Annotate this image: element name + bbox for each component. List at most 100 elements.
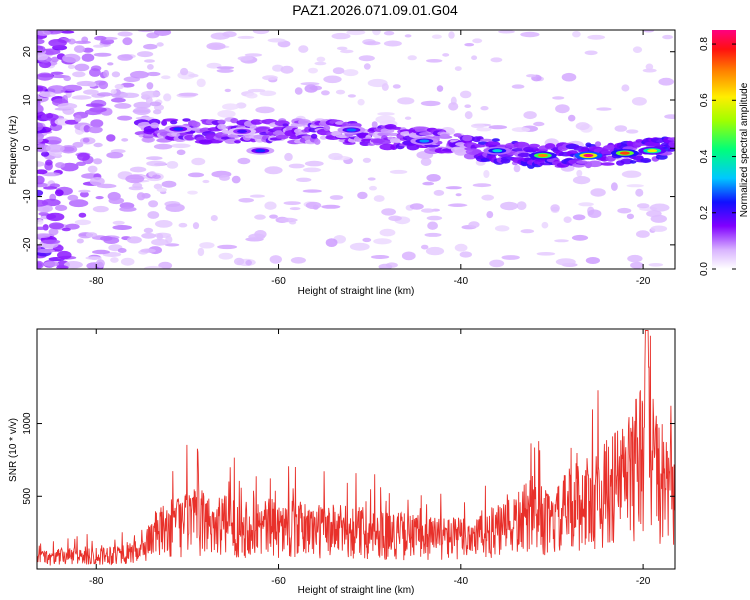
noise-blob: [237, 157, 251, 165]
noise-blob: [303, 167, 321, 173]
noise-blob: [269, 255, 282, 264]
noise-blob: [369, 185, 377, 191]
spectrogram-x-label: Height of straight line (km): [298, 286, 415, 297]
noise-blob: [278, 217, 298, 223]
noise-blob: [288, 163, 305, 169]
ridge-blob: [419, 132, 433, 136]
noise-blob: [117, 248, 127, 253]
noise-blob: [498, 30, 515, 34]
noise-blob: [103, 69, 110, 78]
heatmap-background: [37, 30, 675, 269]
noise-blob: [110, 257, 119, 263]
noise-blob: [121, 138, 129, 142]
noise-blob: [630, 261, 644, 269]
noise-blob: [626, 184, 644, 188]
noise-blob: [264, 201, 277, 210]
ridge-blob: [217, 119, 226, 125]
ridge-blob: [191, 121, 201, 128]
noise-blob: [420, 157, 432, 166]
noise-blob: [381, 83, 389, 91]
noise-blob: [572, 214, 586, 221]
hotspot-core: [255, 149, 266, 153]
ridge-blob: [620, 158, 634, 165]
noise-blob: [513, 164, 521, 173]
noise-blob: [300, 82, 320, 86]
noise-blob: [404, 116, 412, 120]
hotspot-core: [647, 149, 658, 153]
hotspot-core: [346, 128, 357, 132]
noise-blob: [188, 73, 199, 78]
ridge-blob: [217, 123, 227, 130]
noise-blob: [37, 86, 44, 92]
noise-blob: [77, 152, 90, 161]
ridge-blob: [491, 138, 500, 142]
noise-blob: [290, 257, 306, 264]
noise-blob: [120, 92, 140, 99]
noise-blob: [60, 30, 75, 34]
ridge-blob: [544, 143, 556, 150]
noise-blob: [632, 46, 643, 53]
noise-blob: [572, 176, 591, 185]
ridge-blob: [234, 140, 241, 144]
noise-blob: [92, 249, 110, 255]
noise-blob: [392, 84, 401, 89]
noise-blob: [471, 55, 478, 60]
noise-blob: [197, 247, 205, 257]
noise-blob: [294, 87, 303, 95]
noise-blob: [187, 190, 198, 195]
noise-blob: [255, 106, 275, 114]
noise-blob: [381, 208, 396, 216]
ridge-blob: [141, 136, 155, 143]
noise-blob: [481, 194, 495, 201]
noise-blob: [90, 119, 104, 128]
noise-blob: [631, 97, 647, 106]
x-tick-label: -20: [636, 276, 651, 287]
noise-blob: [112, 225, 132, 230]
noise-blob: [43, 186, 58, 190]
noise-blob: [252, 30, 270, 35]
noise-blob: [89, 177, 105, 186]
noise-blob: [41, 151, 50, 157]
noise-blob: [433, 189, 445, 196]
noise-blob: [164, 243, 180, 247]
noise-blob: [108, 197, 125, 205]
noise-blob: [192, 222, 200, 230]
noise-blob: [237, 56, 254, 61]
noise-blob: [37, 104, 44, 113]
noise-blob: [216, 68, 234, 73]
noise-blob: [137, 30, 154, 33]
noise-blob: [163, 93, 172, 102]
noise-blob: [262, 75, 278, 81]
noise-blob: [323, 75, 342, 84]
noise-blob: [635, 188, 644, 197]
noise-blob: [472, 38, 483, 44]
noise-blob: [55, 162, 66, 169]
ridge-blob: [230, 118, 239, 124]
noise-blob: [536, 252, 556, 256]
noise-blob: [501, 255, 520, 260]
noise-blob: [464, 111, 473, 120]
noise-blob: [149, 101, 162, 107]
noise-blob: [76, 80, 96, 87]
noise-blob: [325, 238, 338, 248]
noise-blob: [146, 82, 154, 90]
noise-blob: [397, 97, 415, 105]
ridge-blob: [576, 160, 588, 164]
noise-blob: [340, 49, 354, 54]
noise-blob: [464, 104, 472, 108]
noise-blob: [407, 55, 417, 61]
ridge-blob: [414, 126, 431, 133]
noise-blob: [37, 226, 48, 230]
noise-blob: [126, 236, 142, 244]
noise-blob: [74, 63, 90, 72]
noise-blob: [561, 72, 577, 82]
noise-blob: [362, 157, 371, 163]
noise-blob: [383, 31, 395, 36]
noise-blob: [196, 78, 206, 88]
noise-blob: [249, 194, 265, 198]
noise-blob: [489, 259, 505, 268]
noise-blob: [490, 57, 503, 63]
noise-blob: [649, 203, 670, 212]
noise-blob: [377, 112, 395, 116]
noise-blob: [233, 257, 245, 266]
